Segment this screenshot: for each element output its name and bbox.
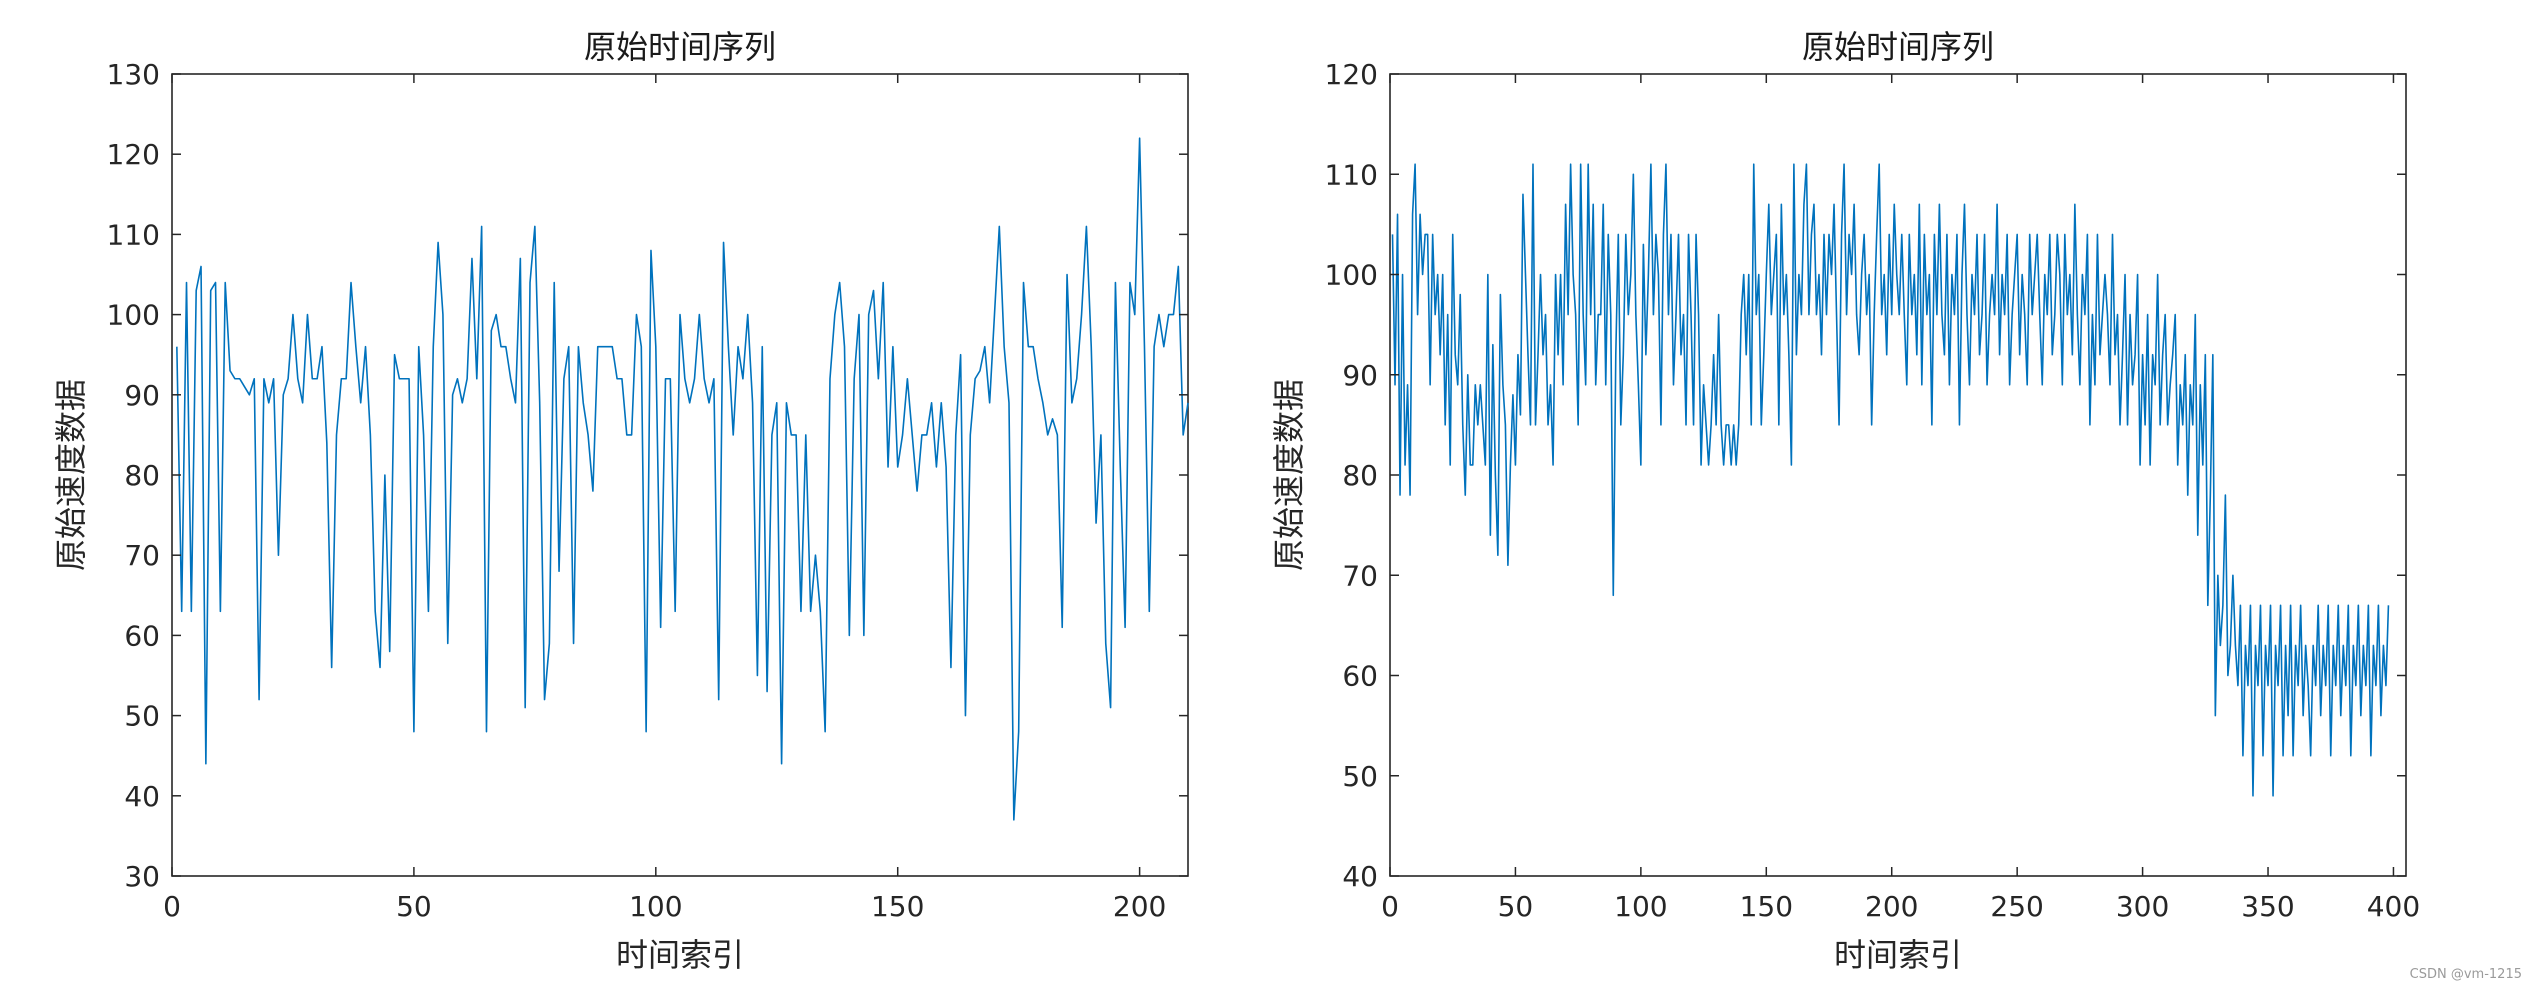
right-plot: 0 50 100 150 200 250 300 350 400 40 50 60 70 80 90 100 1… [1270,28,2420,974]
x-tick-label: 100 [1614,890,1667,923]
axes-box [171,73,1189,877]
x-axis-label: 时间索引 [616,936,744,974]
y-axis-label: 原始速度数据 [52,379,90,571]
x-tick-label: 250 [1990,890,2043,923]
x-tick-label: 200 [1113,890,1166,923]
chart-title: 原始时间序列 [584,28,776,66]
y-tick-label: 70 [1342,559,1378,592]
y-tick-label: 110 [1325,158,1378,191]
y-tick-label: 50 [124,700,160,733]
y-tick-label: 100 [1325,259,1378,292]
x-tick-label: 350 [2241,890,2294,923]
y-tick-label: 110 [107,218,160,251]
left-plot: 0 50 100 150 200 30 40 50 60 70 80 90 100 110 120 130 原始… [52,28,1189,974]
y-tick-label: 120 [1325,58,1378,91]
y-tick-label: 40 [1342,860,1378,893]
y-axis-label: 原始速度数据 [1270,379,1308,571]
x-axis-label: 时间索引 [1834,936,1962,974]
y-tick-label: 40 [124,780,160,813]
chart-title: 原始时间序列 [1802,28,1994,66]
y-tick-label: 70 [124,539,160,572]
x-tick-label: 300 [2116,890,2169,923]
series-line-0 [176,137,1189,821]
y-tick-label: 120 [107,138,160,171]
x-tick-label: 100 [629,890,682,923]
x-tick-label: 0 [1381,890,1399,923]
x-tick-label: 150 [871,890,924,923]
y-tick-label: 60 [124,619,160,652]
x-tick-label: 50 [1498,890,1534,923]
x-tick-label: 50 [396,890,432,923]
y-tick-label: 130 [107,58,160,91]
x-tick-label: 400 [2367,890,2420,923]
y-tick-label: 30 [124,860,160,893]
watermark: CSDN @vm-1215 [2410,967,2522,982]
y-tick-label: 50 [1342,760,1378,793]
y-tick-label: 60 [1342,660,1378,693]
x-tick-label: 0 [163,890,181,923]
series-line-0 [1391,163,2390,797]
x-tick-label: 200 [1865,890,1918,923]
y-tick-label: 100 [107,299,160,332]
y-tick-label: 80 [1342,459,1378,492]
y-tick-label: 90 [124,379,160,412]
x-tick-label: 150 [1740,890,1793,923]
y-tick-label: 80 [124,459,160,492]
y-tick-label: 90 [1342,359,1378,392]
